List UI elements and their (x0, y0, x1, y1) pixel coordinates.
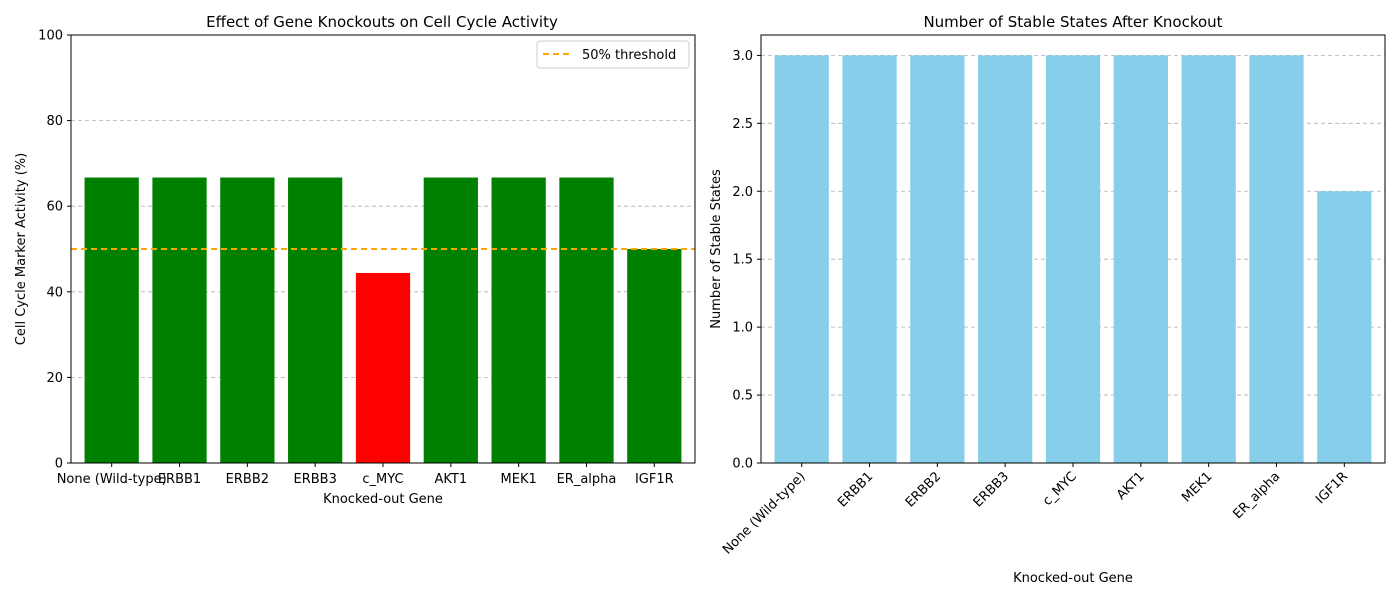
x-tick-label: MEK1 (501, 472, 537, 487)
bar (423, 177, 478, 464)
x-tick-label: AKT1 (1114, 469, 1148, 503)
bar (1045, 55, 1101, 463)
x-tick-label: ER_alpha (1230, 469, 1283, 522)
bar (152, 177, 207, 464)
bar (288, 177, 343, 464)
bar (1113, 55, 1168, 463)
y-tick-label: 1.0 (732, 321, 753, 336)
bar (978, 55, 1033, 463)
x-tick-label: MEK1 (1179, 469, 1215, 505)
y-tick-label: 1.5 (732, 253, 753, 268)
x-tick-label: ERBB2 (903, 469, 944, 510)
bar (220, 177, 275, 464)
x-tick-label: ER_alpha (557, 472, 617, 487)
bar-group (84, 177, 682, 464)
x-tick-label: ERBB1 (158, 472, 201, 487)
y-tick-label: 2.0 (732, 185, 753, 200)
bar (559, 177, 614, 464)
chart-title: Number of Stable States After Knockout (923, 13, 1222, 31)
legend: 50% threshold (536, 40, 690, 69)
y-tick-label: 3.0 (732, 49, 753, 64)
y-tick-label: 60 (46, 200, 63, 215)
bar (355, 272, 411, 463)
y-tick-label: 0.0 (732, 457, 753, 472)
bar (84, 177, 139, 464)
bar (491, 177, 546, 464)
chart-title: Effect of Gene Knockouts on Cell Cycle A… (206, 13, 558, 31)
x-axis-label: Knocked-out Gene (323, 492, 443, 507)
x-tick-label: AKT1 (435, 472, 468, 487)
bar (910, 55, 965, 463)
legend-box (536, 40, 690, 69)
bar (1249, 55, 1304, 463)
y-axis-label: Cell Cycle Marker Activity (%) (14, 153, 29, 345)
x-axis-label: Knocked-out Gene (1013, 571, 1133, 586)
y-axis-ticks: 0 20 40 60 80 100 (38, 29, 71, 472)
chart-stable-states: Number of Stable States After Knockout 0… (709, 13, 1386, 586)
x-axis-ticks: None (Wild-type)ERBB1 ERBB2 ERBB3 c_MYC AKT1… (57, 463, 674, 487)
x-tick-label: ERBB3 (293, 472, 336, 487)
x-tick-label: None (Wild-type) (57, 472, 167, 487)
bar (774, 55, 829, 463)
legend-threshold-label: 50% threshold (582, 48, 676, 63)
bar (842, 55, 897, 463)
y-tick-label: 100 (38, 29, 63, 44)
x-tick-label: IGF1R (635, 472, 674, 487)
x-tick-label: c_MYC (1040, 469, 1080, 509)
x-tick-label: c_MYC (362, 472, 403, 487)
chart-cell-cycle-activity: Effect of Gene Knockouts on Cell Cycle A… (14, 13, 696, 507)
bar (1181, 55, 1236, 463)
bar-group (774, 55, 1372, 463)
bar (1317, 191, 1372, 463)
x-tick-label: ERBB1 (835, 469, 876, 510)
y-tick-label: 20 (46, 371, 63, 386)
y-tick-label: 0 (55, 457, 63, 472)
bar (627, 249, 682, 463)
x-tick-label: None (Wild-type) (720, 469, 808, 557)
y-axis-label: Number of Stable States (709, 169, 724, 329)
x-axis-ticks: None (Wild-type) ERBB1 ERBB2 ERBB3 c_MYC AKT1… (720, 463, 1351, 558)
y-tick-label: 80 (46, 114, 63, 129)
x-tick-label: IGF1R (1313, 469, 1351, 507)
y-tick-label: 40 (46, 285, 63, 300)
y-tick-label: 0.5 (732, 389, 753, 404)
y-axis-ticks: 0.0 0.5 1.0 1.5 2.0 2.5 3.0 (732, 49, 761, 472)
x-tick-label: ERBB2 (226, 472, 269, 487)
y-tick-label: 2.5 (732, 117, 753, 132)
x-tick-label: ERBB3 (971, 469, 1012, 510)
